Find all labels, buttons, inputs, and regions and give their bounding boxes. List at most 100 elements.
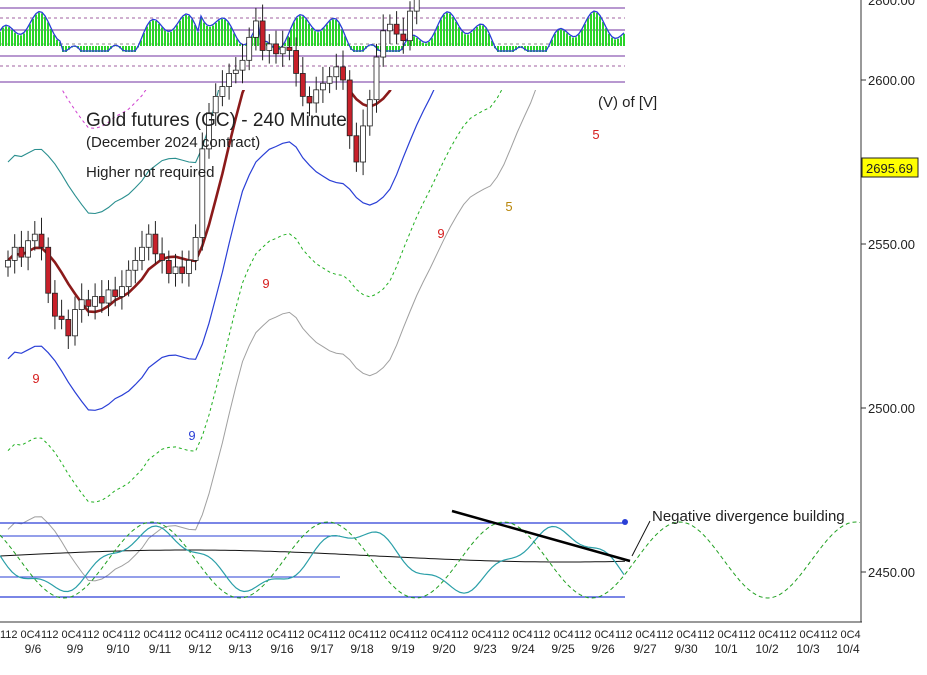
y-tick-label-partial: 2800.00 (868, 0, 915, 8)
x-session-label: 112 (164, 629, 182, 641)
candle-body (279, 46, 286, 55)
candle-body (380, 30, 387, 58)
x-date-label: 9/9 (67, 642, 84, 656)
band-line (7, 90, 220, 215)
x-session-label: 112 (246, 629, 264, 641)
x-date-label: 9/23 (473, 642, 497, 656)
x-session-label: 0C4 (431, 629, 451, 641)
candle-body (159, 253, 166, 261)
x-session-label: 112 (0, 629, 18, 641)
candle-body (360, 125, 367, 163)
candle-body (313, 89, 320, 104)
candle-body (98, 296, 105, 304)
candle-body (112, 289, 119, 297)
candle-body (139, 246, 145, 261)
count-label: 5 (505, 199, 512, 214)
candlesticks (5, 0, 420, 349)
x-date-label: 10/2 (755, 642, 779, 656)
candle-body (145, 233, 152, 248)
divergence-annotation: Negative divergence building (652, 508, 845, 525)
y-axis-ticks: 2450.002500.002550.002600.002650.002700.… (861, 73, 915, 580)
candle-body (179, 266, 186, 274)
count-label: 9 (32, 371, 39, 386)
candle-body (38, 233, 45, 248)
candle-body (299, 73, 306, 97)
candle-body (273, 43, 279, 55)
x-session-label: 0C4 (759, 629, 779, 641)
x-session-label: 0C4 (513, 629, 533, 641)
x-session-label: 0C4 (185, 629, 205, 641)
candle-body (407, 10, 413, 42)
candle-body (226, 73, 233, 87)
x-date-label: 9/6 (25, 642, 42, 656)
count-label: 9 (188, 428, 195, 443)
x-date-label: 9/12 (188, 642, 212, 656)
candle-body (18, 246, 25, 258)
candle-body (199, 148, 206, 238)
x-session-label: 0C4 (390, 629, 410, 641)
x-session-label: 0C4 (349, 629, 369, 641)
cycle-oscillator (0, 509, 861, 599)
candle-body (286, 46, 293, 51)
x-date-label: 9/20 (432, 642, 456, 656)
candle-body (293, 50, 300, 74)
x-axis-labels: 9/6 9/9 9/10 9/11 9/12 9/13 9/16 9/17 9/18 9/19 9/… (0, 629, 861, 656)
x-date-label: 9/19 (391, 642, 415, 656)
y-tick-label: 2600.00 (868, 73, 915, 88)
x-session-label: 0C4 (677, 629, 697, 641)
x-session-label: 112 (738, 629, 756, 641)
x-date-label: 9/13 (228, 642, 252, 656)
last-price-label: 2695.69 (866, 161, 913, 176)
candle-body (25, 240, 32, 258)
x-session-label: 0C4 (595, 629, 615, 641)
x-session-label: 0C4 (554, 629, 574, 641)
x-session-label: 112 (123, 629, 141, 641)
x-session-label: 112 (574, 629, 592, 641)
wave-label: (V) of [V] (598, 94, 657, 111)
x-session-label: 0C4 (841, 629, 861, 641)
candle-body (326, 76, 333, 84)
x-date-label: 9/16 (270, 642, 294, 656)
x-session-label: 0C4 (103, 629, 123, 641)
candle-body (72, 309, 78, 337)
chart-title: Gold futures (GC) - 240 Minute (86, 110, 347, 131)
x-session-label: 112 (492, 629, 510, 641)
candle-body (239, 59, 246, 71)
x-session-label: 0C4 (800, 629, 820, 641)
x-session-label: 112 (328, 629, 346, 641)
x-session-label: 112 (451, 629, 469, 641)
x-date-label: 10/1 (714, 642, 738, 656)
osc-midline (0, 549, 626, 563)
x-date-label: 9/30 (674, 642, 698, 656)
candle-body (386, 23, 393, 32)
candle-body (165, 259, 172, 274)
candle-body (413, 0, 420, 12)
x-session-label: 112 (533, 629, 551, 641)
candle-body (52, 292, 58, 317)
candle-body (192, 237, 199, 261)
candle-body (31, 233, 38, 242)
x-session-label: 0C4 (21, 629, 41, 641)
x-session-label: 0C4 (472, 629, 492, 641)
x-date-label: 9/24 (511, 642, 535, 656)
candle-body (58, 315, 65, 320)
x-date-label: 9/26 (591, 642, 615, 656)
candle-body (319, 82, 326, 91)
chart-subtitle: (December 2024 contract) (86, 134, 260, 151)
candle-body (185, 259, 192, 274)
x-session-label: 112 (820, 629, 838, 641)
candle-body (259, 20, 266, 51)
x-session-label: 112 (82, 629, 100, 641)
candle-body (373, 56, 380, 101)
osc-marker (622, 519, 628, 525)
band-line (7, 90, 537, 582)
band-line (7, 90, 435, 411)
histogram-line (0, 10, 625, 52)
x-date-label: 9/27 (633, 642, 657, 656)
y-tick-label: 2450.00 (868, 565, 915, 580)
candle-body (333, 66, 340, 78)
candle-body (45, 246, 52, 294)
x-date-label: 9/25 (551, 642, 575, 656)
x-session-label: 112 (615, 629, 633, 641)
candle-body (78, 299, 85, 311)
